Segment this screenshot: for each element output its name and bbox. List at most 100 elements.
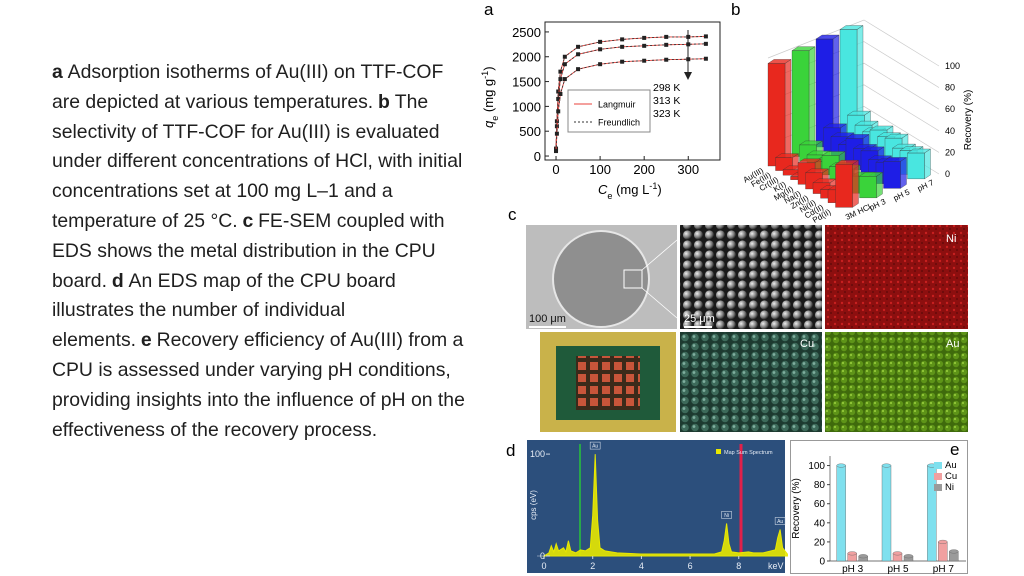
y-tick-label: 100 <box>808 461 825 472</box>
bar-cap <box>847 551 857 556</box>
zoom-line <box>641 287 678 319</box>
map-label: Cu <box>800 338 814 350</box>
peak-label-box <box>589 441 601 450</box>
legend-label: Cu <box>945 471 957 482</box>
peak-label-box <box>774 517 786 525</box>
bar-side <box>924 148 931 180</box>
bar-side <box>784 59 792 167</box>
legend-swatch <box>934 473 942 480</box>
y-tick-label: 80 <box>814 480 826 491</box>
z-axis-label: Recovery (%) <box>963 90 974 151</box>
bar-top <box>884 133 909 139</box>
x-tick-label: pH 5 <box>887 564 909 575</box>
y-axis-label: cps (eV) <box>529 490 538 520</box>
data-point <box>562 77 567 82</box>
plot-frame <box>544 21 721 161</box>
x-tick-label: 8 <box>736 561 741 571</box>
data-point <box>576 44 581 49</box>
legend-label: Ni <box>945 482 954 493</box>
bar-top <box>835 160 859 165</box>
data-point <box>558 69 563 74</box>
bar-top <box>799 140 823 146</box>
caption-text: FE-SEM coupled with EDS shows the metal … <box>52 209 445 292</box>
bar-top <box>791 46 816 51</box>
peak-label-box <box>721 511 732 519</box>
bar-cap <box>881 463 892 468</box>
scale-label: 25 μm <box>684 313 715 325</box>
label-part: -1 <box>649 181 657 191</box>
caption-text: Recovery efficiency of Au(III) from a CP… <box>52 329 465 441</box>
y-tick-label: 0 <box>540 551 545 561</box>
bar-top <box>845 134 870 139</box>
data-point <box>703 41 708 46</box>
bar <box>835 164 853 208</box>
zoom-line <box>641 239 678 271</box>
data-point <box>642 43 647 48</box>
peak-label: Au <box>777 519 783 525</box>
data-point <box>620 59 625 64</box>
sem-panel: c Ni Cu Au 100 μm 25 μm <box>508 205 968 432</box>
bar-cap <box>858 554 868 559</box>
bar-cap <box>892 551 903 556</box>
z-tick-label: 40 <box>945 126 955 136</box>
data-point <box>556 89 561 94</box>
x-tick-label: 100 <box>589 162 611 177</box>
bar-top <box>860 146 885 151</box>
data-point <box>598 47 603 52</box>
label-part: ) <box>481 66 496 70</box>
bar-top <box>839 25 864 30</box>
data-point <box>703 34 708 39</box>
z-tick-label: 100 <box>945 61 960 71</box>
bar-top <box>859 172 883 177</box>
bar-side <box>852 159 859 208</box>
map-label: Au <box>946 338 959 350</box>
data-point <box>642 35 647 40</box>
x-unit: keV <box>768 561 784 571</box>
legend-label: Map Sum Spectrum <box>724 450 773 456</box>
eds-map-cu <box>680 332 822 432</box>
y-tick-label: 500 <box>519 124 541 139</box>
legend-label: Langmuir <box>598 100 636 110</box>
caption: a Adsorption isotherms of Au(III) on TTF-… <box>52 58 470 445</box>
bar-top <box>830 132 855 137</box>
data-point <box>556 109 561 114</box>
series-label: pH 5 <box>892 187 912 203</box>
x-axis-label: Ce (mg L-1) <box>598 181 662 201</box>
map-label: Ni <box>946 233 956 245</box>
caption-text: Adsorption isotherms of Au(III) on TTF-C… <box>52 61 444 113</box>
caption-label: b <box>378 90 390 113</box>
caption-label: e <box>140 329 152 352</box>
y-tick-label: 20 <box>814 537 826 548</box>
panel-letter: e <box>950 440 959 459</box>
bar-side <box>900 157 907 189</box>
bar <box>767 63 786 167</box>
data-point <box>558 91 563 96</box>
bar-top <box>797 158 822 163</box>
bar-top <box>854 120 879 126</box>
caption-text: The selectivity of TTF-COF for Au(III) i… <box>52 90 463 232</box>
data-point <box>598 62 603 67</box>
z-tick-label: 80 <box>945 83 955 93</box>
bar-top <box>869 125 894 131</box>
z-tick-label: 20 <box>945 147 955 157</box>
data-point <box>664 57 669 62</box>
bar <box>859 176 877 199</box>
data-point <box>554 131 559 136</box>
panel-letter: b <box>731 0 740 19</box>
eds-map-au <box>825 332 968 432</box>
data-point <box>598 39 603 44</box>
sem-spot <box>552 230 650 328</box>
label-part: ) <box>657 182 661 197</box>
y-tick-label: 40 <box>814 518 826 529</box>
peak-label: Ni <box>724 513 729 519</box>
fit-curve <box>555 35 706 149</box>
x-tick-label: 4 <box>639 561 644 571</box>
bar-top <box>823 123 847 128</box>
y-tick-label: 2000 <box>512 50 541 65</box>
y-tick-label: 0 <box>819 557 825 568</box>
x-tick-label: pH 3 <box>842 564 864 575</box>
x-tick-label: 200 <box>633 162 655 177</box>
caption-label: d <box>111 269 124 292</box>
legend-swatch <box>716 449 721 454</box>
